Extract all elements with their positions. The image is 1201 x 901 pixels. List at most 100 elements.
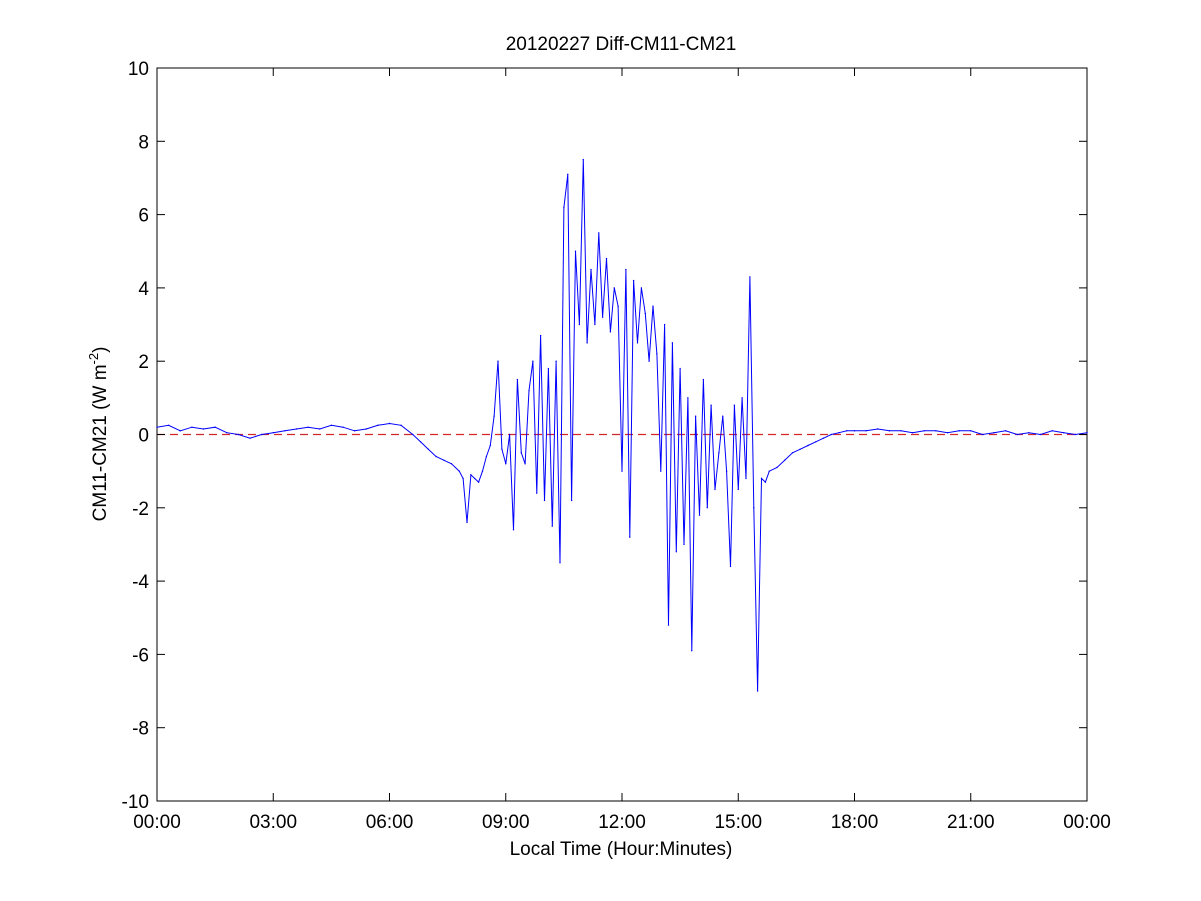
y-tick-label: -6 [132, 645, 149, 666]
data-point [694, 415, 697, 417]
data-point [489, 444, 491, 447]
data-point [284, 430, 286, 432]
data-point [830, 433, 832, 436]
data-point [636, 342, 639, 344]
x-tick-label: 18:00 [831, 812, 879, 833]
data-point [543, 499, 546, 502]
data-point [877, 428, 879, 430]
y-axis-label-main: CM11-CM21 (W m [90, 364, 111, 521]
data-point [970, 430, 972, 432]
data-point [319, 428, 321, 430]
data-point [508, 433, 511, 436]
data-point [481, 470, 484, 472]
data-point [497, 360, 499, 362]
data-point [501, 448, 503, 450]
data-point [733, 404, 736, 406]
data-point [815, 441, 817, 443]
data-point [675, 551, 677, 553]
data-point [485, 455, 488, 458]
data-point [427, 448, 429, 450]
data-point [760, 477, 763, 480]
data-point [648, 360, 650, 362]
data-point [167, 424, 170, 427]
data-point [1086, 431, 1088, 434]
data-point [563, 206, 565, 208]
y-tick-label: 8 [138, 132, 149, 153]
data-point [807, 444, 809, 447]
data-point [718, 452, 720, 454]
data-point [725, 470, 728, 472]
data-point [493, 415, 495, 417]
data-point [644, 312, 646, 315]
data-point [702, 378, 705, 381]
y-tick-label: 6 [138, 206, 149, 227]
data-point [260, 433, 263, 436]
data-point [574, 250, 577, 252]
data-point [822, 437, 825, 439]
data-point [776, 466, 778, 469]
data-point [691, 650, 693, 652]
x-tick-label: 00:00 [133, 812, 181, 833]
data-point [555, 360, 557, 362]
y-axis-ticks: -10 -8 -6 -4 -2 0 2 4 6 8 10 [122, 59, 1087, 813]
x-tick-label: 12:00 [598, 812, 646, 833]
data-point [582, 158, 584, 161]
data-point [683, 543, 685, 546]
data-point [466, 521, 468, 524]
data-point [698, 514, 701, 516]
x-axis-ticks: 00:00 03:00 06:00 09:00 12:00 15:00 18:00 21:00… [133, 68, 1111, 833]
data-point [342, 426, 344, 428]
data-point [756, 690, 759, 692]
data-point [737, 488, 739, 491]
data-point [1016, 433, 1018, 436]
series-line [156, 159, 1088, 692]
data-point [594, 323, 596, 326]
data-point [551, 525, 553, 527]
data-point [687, 397, 689, 399]
data-point [191, 426, 193, 428]
data-point [923, 430, 925, 432]
data-point [477, 481, 480, 483]
data-point [353, 430, 356, 432]
data-point [1063, 431, 1065, 434]
y-tick-label: -4 [132, 572, 149, 593]
data-point [722, 415, 724, 417]
data-point [567, 173, 569, 175]
data-point [237, 433, 240, 436]
data-point [202, 428, 205, 430]
y-tick-label: 10 [128, 59, 149, 80]
y-axis-label-close: ) [90, 347, 111, 353]
data-point [935, 430, 937, 432]
data-point [388, 422, 391, 425]
data-point [450, 463, 453, 465]
data-point [601, 316, 604, 318]
data-point [660, 470, 662, 472]
data-point [214, 426, 216, 428]
data-point [764, 481, 767, 483]
data-point [714, 488, 716, 491]
data-point [745, 477, 747, 480]
data-point [462, 477, 464, 480]
data-point [753, 507, 755, 509]
data-point [838, 431, 840, 434]
data-point [1039, 433, 1042, 436]
data-point [911, 431, 914, 434]
data-point [1051, 430, 1053, 432]
y-tick-label: 2 [138, 352, 149, 373]
data-point [590, 268, 592, 271]
data-point [865, 430, 867, 432]
data-point [1028, 431, 1030, 434]
data-point [679, 367, 681, 370]
data-point [516, 378, 519, 381]
x-tick-label: 00:00 [1063, 812, 1111, 833]
data-point [671, 342, 674, 344]
y-tick-label: -8 [132, 719, 149, 740]
data-point [458, 470, 460, 472]
y-tick-label: -10 [122, 792, 149, 813]
y-axis-label: CM11-CM21 (W m-2) [86, 347, 111, 522]
chart-title: 20120227 Diff-CM11-CM21 [506, 34, 737, 55]
data-point [532, 360, 534, 362]
data-point [617, 305, 619, 307]
